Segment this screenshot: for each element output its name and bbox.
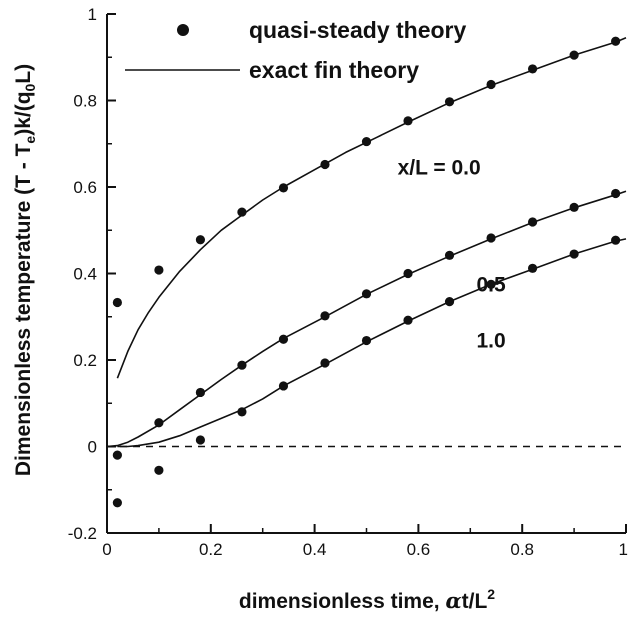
quasi-point-1 [154,418,164,428]
axis-titles: dimensionless time, αt/L2 Dimensionless t… [12,64,495,613]
legend-dot-marker [177,24,189,36]
x-tick-label: 0 [102,540,111,559]
quasi-point-2 [195,435,206,445]
quasi-point-1 [320,311,330,321]
y-tick-label: 0.4 [73,265,97,284]
y-axis-title: Dimensionless temperature (T - Te)k/(q0L… [12,64,38,476]
quasi-point-2 [112,498,122,508]
exact-curve-1 [106,190,627,448]
x-tick-label: 1 [619,540,628,559]
quasi-point-0 [361,136,372,147]
quasi-points [112,36,621,508]
quasi-point-2 [320,358,330,368]
quasi-point-0 [320,159,330,170]
quasi-point-1 [569,202,579,212]
y-tick-label: 0.2 [73,351,97,370]
quasi-point-2 [403,315,413,325]
curve-label: 1.0 [476,330,505,353]
quasi-point-2 [611,235,621,245]
quasi-point-0 [611,36,621,46]
quasi-point-0 [154,265,164,275]
quasi-point-1 [403,268,413,279]
quasi-point-0 [403,116,413,126]
legend-label: exact fin theory [249,57,419,83]
quasi-point-0 [237,207,247,217]
y-tick-label: 0 [88,438,97,457]
quasi-point-1 [278,334,289,344]
quasi-point-1 [112,450,122,460]
quasi-point-2 [486,279,496,289]
quasi-point-2 [278,381,289,391]
exact-curves [106,37,627,448]
quasi-point-1 [237,360,247,370]
legend-label: quasi-steady theory [249,17,466,43]
y-tick-label: 0.6 [73,178,97,197]
x-tick-label: 0.4 [303,540,327,559]
quasi-point-0 [569,50,579,60]
quasi-point-0 [195,235,206,245]
curve-label: x/L = 0.0 [398,157,481,180]
x-tick-label: 0.6 [407,540,431,559]
x-tick-label: 0.2 [199,540,223,559]
quasi-point-0 [444,97,455,107]
quasi-point-0 [527,64,538,74]
y-tick-label: 0.8 [73,92,97,111]
quasi-point-1 [486,233,496,243]
quasi-point-0 [486,79,496,90]
exact-curve-2 [117,238,627,448]
y-tick-label: -0.2 [68,524,97,543]
exact-curve-0 [116,37,627,379]
x-axis-title: dimensionless time, αt/L2 [239,586,495,613]
quasi-point-2 [237,407,247,417]
x-tick-label: 0.8 [510,540,534,559]
quasi-point-2 [361,335,372,346]
quasi-point-1 [361,289,372,299]
quasi-point-1 [611,188,621,199]
axes: -0.2 0 0.2 0.4 0.6 0.8 1 0 0.2 0.4 0.6 0.8 1 [68,5,628,559]
quasi-point-1 [195,387,206,398]
quasi-point-2 [154,465,164,475]
quasi-point-0 [112,297,122,308]
legend: quasi-steady theory exact fin theory [125,17,466,83]
quasi-point-1 [527,217,538,227]
quasi-point-0 [278,183,289,193]
quasi-point-2 [569,249,579,259]
curve-label: 0.5 [476,273,506,296]
y-tick-label: 1 [88,5,97,24]
quasi-point-2 [527,263,538,273]
quasi-point-2 [444,297,455,307]
curve-labels: x/L = 0.0 0.5 1.0 [398,157,506,353]
quasi-point-1 [444,250,455,260]
